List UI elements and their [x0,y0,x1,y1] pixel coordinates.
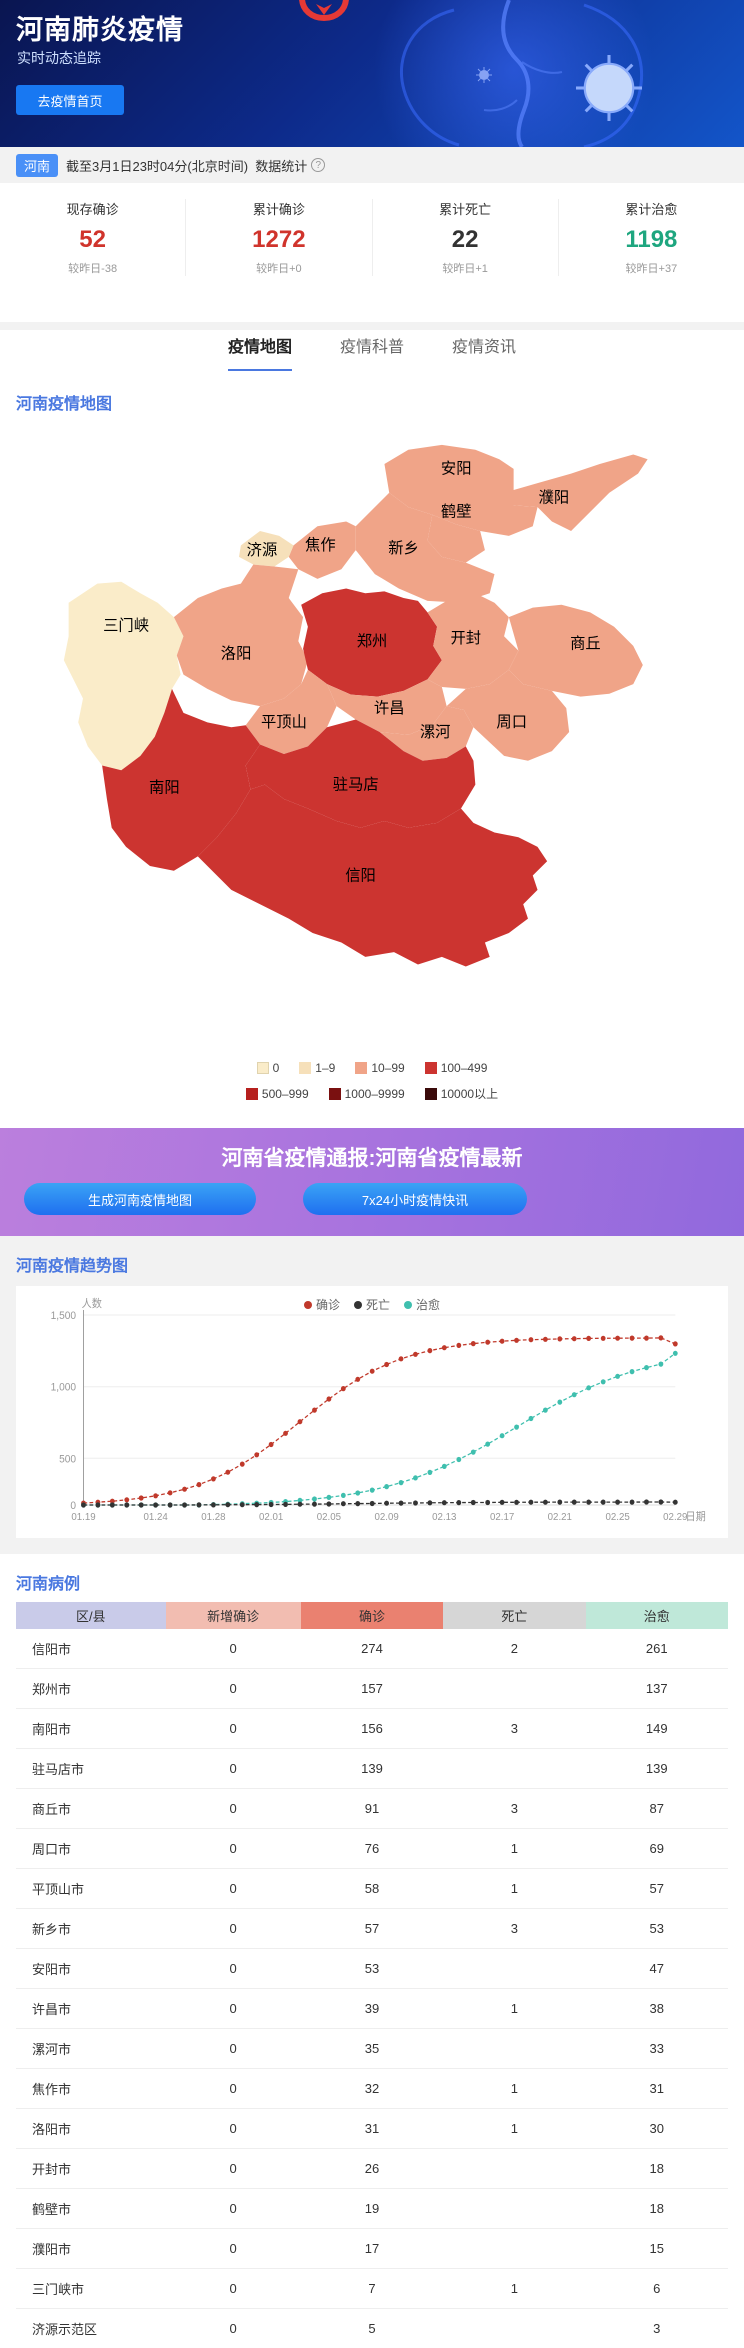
svg-text:开封: 开封 [450,630,481,647]
svg-text:驻马店: 驻马店 [333,776,379,793]
svg-text:新乡: 新乡 [388,540,419,557]
svg-text:鹤壁: 鹤壁 [441,504,472,521]
svg-text:商丘: 商丘 [570,636,601,653]
svg-text:02.09: 02.09 [374,1512,399,1523]
svg-text:01.19: 01.19 [71,1512,96,1523]
svg-text:02.01: 02.01 [259,1512,284,1523]
svg-text:02.21: 02.21 [548,1512,573,1523]
svg-text:济源: 济源 [247,542,278,559]
svg-text:郑州: 郑州 [357,633,388,650]
svg-text:濮阳: 濮阳 [539,489,570,506]
svg-text:许昌: 许昌 [374,700,405,717]
svg-text:平顶山: 平顶山 [261,714,307,731]
svg-text:02.13: 02.13 [432,1512,457,1523]
svg-text:02.05: 02.05 [317,1512,342,1523]
svg-text:0: 0 [70,1500,76,1512]
svg-text:三门峡: 三门峡 [103,618,149,635]
svg-text:02.29: 02.29 [663,1512,688,1523]
svg-text:日期: 日期 [685,1511,705,1523]
svg-text:洛阳: 洛阳 [221,645,252,662]
svg-text:安阳: 安阳 [441,461,472,478]
svg-text:02.17: 02.17 [490,1512,515,1523]
svg-text:01.24: 01.24 [143,1512,168,1523]
svg-text:焦作: 焦作 [305,537,336,554]
svg-text:1,000: 1,000 [51,1381,77,1393]
svg-text:南阳: 南阳 [149,779,180,796]
svg-text:01.28: 01.28 [201,1512,226,1523]
svg-text:人数: 人数 [82,1297,103,1310]
svg-text:漯河: 漯河 [420,724,451,741]
svg-text:02.25: 02.25 [605,1512,630,1523]
svg-text:1,500: 1,500 [51,1310,77,1322]
svg-text:500: 500 [59,1453,76,1465]
svg-text:周口: 周口 [496,714,527,731]
svg-text:信阳: 信阳 [345,867,376,884]
